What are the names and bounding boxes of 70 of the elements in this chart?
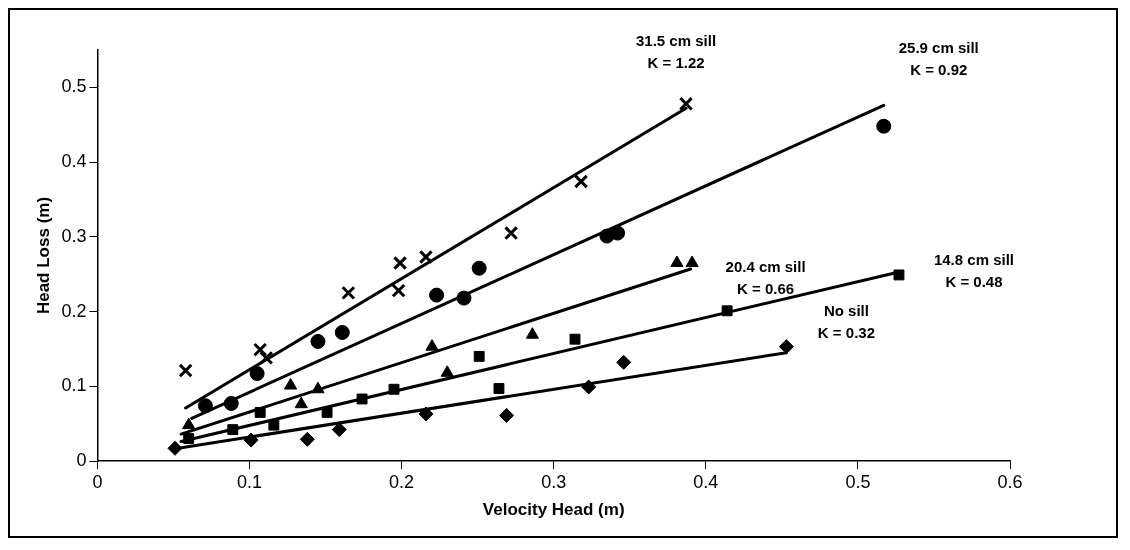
- point: [418, 406, 434, 422]
- point: [197, 398, 213, 414]
- y-tick-label: 0: [76, 449, 87, 470]
- y-tick-label: 0.3: [61, 225, 87, 246]
- point: [670, 255, 684, 267]
- point: [392, 255, 408, 271]
- point: [183, 433, 195, 445]
- y-axis-title: Head Loss (m): [33, 196, 53, 315]
- point: [334, 324, 350, 340]
- annotation: 20.4 cm sill K = 0.66: [725, 258, 806, 298]
- x-tick-label: 0.1: [237, 471, 263, 492]
- point: [311, 381, 325, 394]
- point: [418, 249, 434, 265]
- x-tick-label: 0.2: [389, 471, 415, 492]
- point: [284, 378, 298, 390]
- point: [391, 283, 406, 298]
- point: [341, 285, 356, 301]
- annotation: 14.8 cm sill K = 0.48: [933, 251, 1014, 291]
- point: [429, 287, 445, 303]
- point: [321, 406, 333, 418]
- point: [876, 118, 892, 134]
- point: [685, 255, 699, 267]
- point: [178, 363, 193, 378]
- point: [616, 354, 632, 370]
- annotation: 31.5 cm sill K = 1.22: [636, 32, 717, 72]
- point: [721, 305, 733, 317]
- point: [581, 379, 597, 395]
- x-tick-label: 0: [92, 471, 103, 492]
- point: [294, 396, 308, 409]
- point: [473, 350, 485, 362]
- x-tick-label: 0.4: [693, 471, 719, 492]
- annotation: 25.9 cm sill K = 0.92: [898, 39, 979, 79]
- point: [299, 431, 315, 447]
- y-tick-label: 0.4: [61, 151, 87, 172]
- point: [253, 342, 268, 357]
- point: [331, 422, 347, 438]
- point: [254, 406, 266, 418]
- point: [310, 333, 326, 349]
- y-tick-label: 0.2: [61, 300, 87, 321]
- point: [503, 225, 519, 241]
- point: [573, 174, 589, 189]
- point: [249, 366, 265, 382]
- y-tick-label: 0.5: [61, 76, 87, 97]
- y-tick-label: 0.1: [61, 375, 87, 396]
- x-tick-label: 0.3: [541, 471, 567, 492]
- point: [227, 424, 239, 436]
- x-axis-title: Velocity Head (m): [482, 500, 625, 520]
- point: [167, 440, 183, 456]
- point: [499, 407, 515, 423]
- point: [259, 350, 274, 366]
- point: [569, 333, 581, 345]
- annotation: No sill K = 0.32: [817, 301, 875, 341]
- point: [356, 393, 368, 405]
- point: [388, 383, 400, 395]
- point: [243, 432, 259, 448]
- point: [493, 383, 505, 394]
- point: [223, 395, 239, 411]
- point: [440, 365, 454, 377]
- point: [678, 96, 694, 111]
- point: [610, 225, 626, 241]
- point: [456, 290, 472, 306]
- point: [778, 339, 794, 355]
- x-tick-label: 0.6: [997, 471, 1023, 492]
- point: [268, 419, 280, 431]
- point: [893, 269, 905, 281]
- point: [471, 260, 487, 276]
- point: [525, 327, 539, 339]
- x-tick-label: 0.5: [845, 471, 871, 492]
- point: [182, 417, 196, 430]
- point: [425, 339, 439, 351]
